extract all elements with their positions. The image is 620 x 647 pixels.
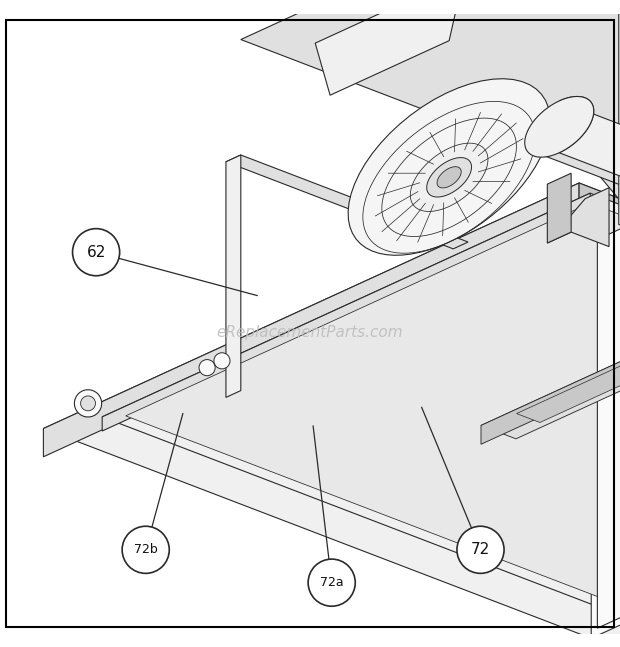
Polygon shape xyxy=(559,96,620,201)
Polygon shape xyxy=(525,96,594,157)
Polygon shape xyxy=(481,289,620,444)
Text: 72: 72 xyxy=(471,542,490,557)
Polygon shape xyxy=(427,158,472,197)
Polygon shape xyxy=(226,155,241,397)
Circle shape xyxy=(122,526,169,573)
Polygon shape xyxy=(570,94,620,227)
Polygon shape xyxy=(226,155,468,249)
Polygon shape xyxy=(597,12,620,628)
Text: 62: 62 xyxy=(86,245,106,259)
Polygon shape xyxy=(547,188,609,247)
Circle shape xyxy=(214,353,230,369)
Text: 72b: 72b xyxy=(134,543,157,556)
Polygon shape xyxy=(102,193,590,431)
Polygon shape xyxy=(43,183,579,457)
Polygon shape xyxy=(591,15,620,256)
Circle shape xyxy=(81,396,95,411)
Polygon shape xyxy=(591,15,620,639)
Polygon shape xyxy=(43,183,620,647)
Polygon shape xyxy=(410,143,488,212)
Polygon shape xyxy=(547,173,571,243)
Text: 72a: 72a xyxy=(320,576,343,589)
Polygon shape xyxy=(102,193,620,613)
Polygon shape xyxy=(315,0,464,95)
Circle shape xyxy=(73,228,120,276)
Polygon shape xyxy=(437,167,461,188)
Polygon shape xyxy=(619,0,620,384)
Circle shape xyxy=(308,559,355,606)
Circle shape xyxy=(199,360,215,376)
Polygon shape xyxy=(126,203,620,604)
Polygon shape xyxy=(481,289,620,439)
Circle shape xyxy=(457,526,504,573)
Text: eReplacementParts.com: eReplacementParts.com xyxy=(216,325,404,340)
Circle shape xyxy=(74,389,102,417)
Polygon shape xyxy=(516,305,620,422)
Polygon shape xyxy=(241,0,620,199)
Polygon shape xyxy=(579,183,620,435)
Polygon shape xyxy=(348,79,550,256)
